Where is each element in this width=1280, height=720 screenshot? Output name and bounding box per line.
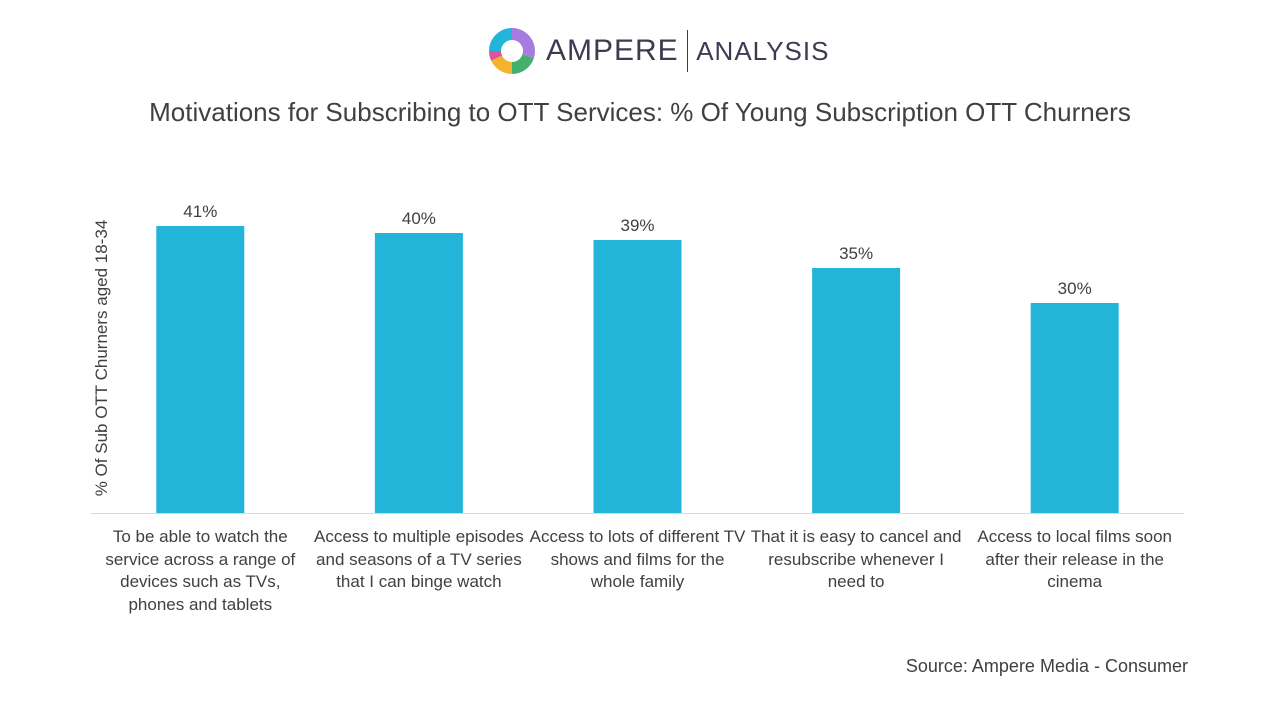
bar [156, 226, 245, 513]
data-label: 35% [839, 244, 873, 263]
category-label: Access to lots of different TV shows and… [529, 527, 746, 591]
source-note: Source: Ampere Media - Consumer [905, 656, 1188, 676]
logo-segment [489, 50, 503, 61]
logo-segment [491, 55, 513, 74]
data-label: 41% [183, 202, 217, 221]
logo-segment [511, 53, 534, 74]
bar [1030, 303, 1119, 513]
ampere-logo-icon [489, 28, 535, 74]
logo-word-ampere: AMPERE [546, 34, 679, 67]
category-label: Access to multiple episodes and seasons … [314, 527, 524, 591]
bar [593, 240, 682, 513]
data-label: 39% [620, 216, 654, 235]
logo-segment [511, 28, 535, 59]
bar [374, 233, 463, 513]
chart-title: Motivations for Subscribing to OTT Servi… [149, 97, 1131, 127]
category-label: That it is easy to cancel and resubscrib… [750, 527, 962, 591]
ampere-analysis-logo: AMPERE ANALYSIS [488, 27, 829, 75]
logo-word-analysis: ANALYSIS [696, 35, 830, 66]
data-label: 30% [1058, 279, 1092, 298]
category-label: To be able to watch the service across a… [105, 527, 296, 614]
data-label: 40% [402, 209, 436, 228]
logo-divider [686, 30, 689, 72]
logo-segment [489, 28, 513, 52]
category-label: Access to local films soon after their r… [977, 527, 1172, 591]
bar [812, 268, 901, 513]
